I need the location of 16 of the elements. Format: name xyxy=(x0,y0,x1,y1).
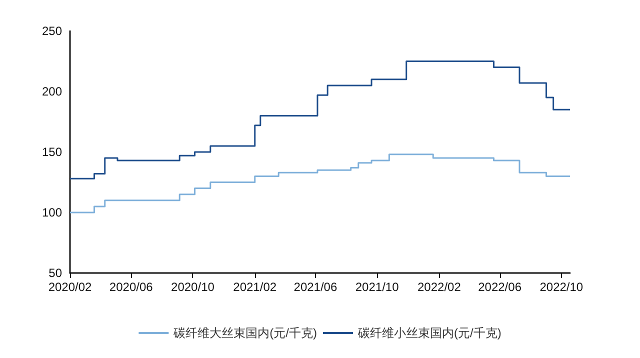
x-tick-label: 2022/06 xyxy=(478,280,522,294)
x-tick-label: 2021/02 xyxy=(233,280,277,294)
y-tick-label: 100 xyxy=(42,206,62,220)
x-tick-label: 2021/06 xyxy=(294,280,338,294)
legend-label: 碳纤维小丝束国内(元/千克) xyxy=(357,326,502,340)
x-tick-label: 2020/06 xyxy=(109,280,154,294)
x-tick-label: 2020/10 xyxy=(171,280,215,294)
x-tick-label: 2021/10 xyxy=(355,280,400,294)
legend-label: 碳纤维大丝束国内(元/千克) xyxy=(172,326,318,340)
x-tick-label: 2022/10 xyxy=(540,280,584,294)
y-tick-label: 200 xyxy=(42,84,62,98)
x-tick-label: 2022/02 xyxy=(417,280,462,294)
y-tick-label: 150 xyxy=(42,145,62,159)
x-tick-label: 2020/02 xyxy=(48,280,92,294)
y-tick-label: 50 xyxy=(48,266,62,280)
y-tick-label: 250 xyxy=(42,24,62,38)
